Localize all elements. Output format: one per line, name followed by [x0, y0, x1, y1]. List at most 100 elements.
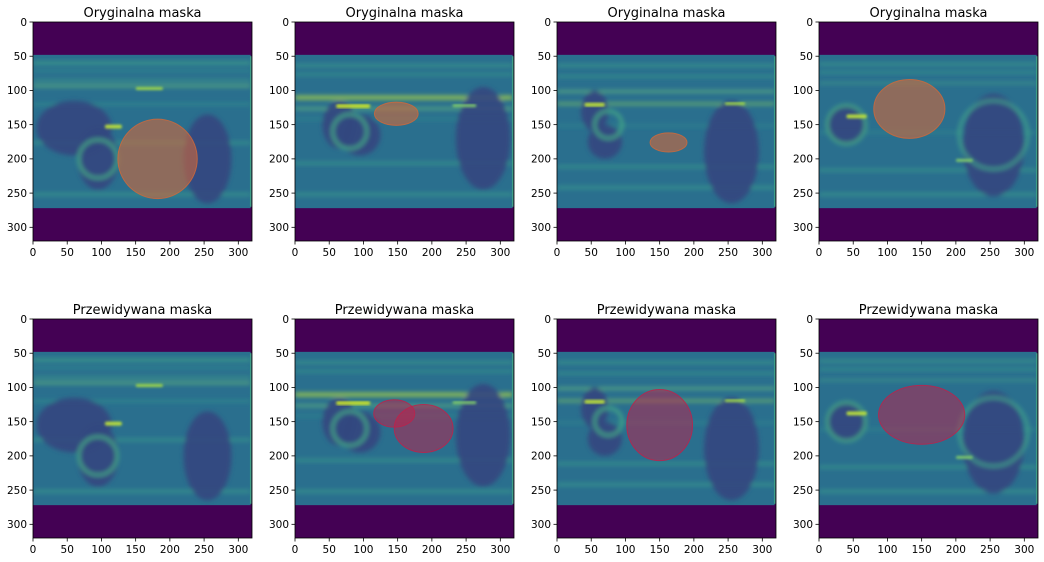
y-tick-label: 0: [806, 17, 813, 29]
x-tick-label: 0: [292, 544, 299, 556]
x-tick-label: 200: [422, 247, 442, 259]
x-tick-label: 100: [615, 544, 635, 556]
x-tick-label: 0: [816, 544, 823, 556]
subplot-title: Przewidywana maska: [597, 303, 737, 318]
x-tick-label: 300: [228, 544, 248, 556]
ultrasound-image: [557, 319, 776, 538]
subplot-title: Oryginalna maska: [84, 6, 202, 21]
x-tick-label: 150: [650, 247, 670, 259]
y-tick-label: 100: [793, 382, 813, 394]
y-tick-label: 300: [7, 222, 27, 234]
y-tick-label: 150: [531, 119, 551, 131]
x-tick-label: 50: [585, 544, 598, 556]
x-tick-label: 300: [752, 544, 772, 556]
x-tick-label: 250: [456, 544, 476, 556]
y-tick-label: 100: [269, 382, 289, 394]
x-tick-label: 250: [456, 247, 476, 259]
ultrasound-image: [33, 319, 252, 538]
ultrasound-image: [33, 22, 252, 241]
x-tick-label: 250: [194, 247, 214, 259]
x-tick-label: 200: [160, 544, 180, 556]
y-tick-label: 150: [7, 416, 27, 428]
x-tick-label: 0: [816, 247, 823, 259]
x-tick-label: 0: [30, 544, 37, 556]
subplot-title: Oryginalna maska: [870, 6, 988, 21]
x-tick-label: 50: [585, 247, 598, 259]
y-tick-label: 50: [276, 348, 289, 360]
x-tick-label: 250: [980, 544, 1000, 556]
x-tick-label: 0: [292, 247, 299, 259]
y-tick-label: 300: [793, 222, 813, 234]
y-tick-label: 300: [7, 519, 27, 531]
y-tick-label: 300: [531, 519, 551, 531]
x-tick-label: 150: [126, 247, 146, 259]
y-tick-label: 0: [544, 314, 551, 326]
x-tick-label: 150: [912, 247, 932, 259]
mask-region-1: [649, 132, 688, 153]
y-tick-label: 200: [269, 154, 289, 166]
y-tick-label: 100: [269, 85, 289, 97]
subplot-2: Oryginalna maska 0 50 100 150 200 250 300 0 50 100…: [269, 6, 515, 259]
x-tick-label: 150: [912, 544, 932, 556]
x-tick-label: 50: [61, 247, 74, 259]
x-tick-label: 200: [684, 544, 704, 556]
y-tick-label: 200: [7, 154, 27, 166]
x-tick-label: 100: [91, 544, 111, 556]
x-tick-label: 300: [490, 544, 510, 556]
tissue-region: [819, 54, 1038, 209]
x-tick-label: 50: [323, 544, 336, 556]
y-tick-label: 100: [7, 85, 27, 97]
y-tick-label: 250: [269, 485, 289, 497]
y-tick-label: 200: [531, 451, 551, 463]
subplot-title: Przewidywana maska: [73, 303, 213, 318]
y-tick-label: 200: [531, 154, 551, 166]
y-tick-label: 300: [269, 519, 289, 531]
y-tick-label: 200: [269, 451, 289, 463]
y-tick-label: 50: [538, 51, 551, 63]
tissue-region: [33, 351, 252, 506]
y-tick-label: 100: [531, 382, 551, 394]
mask-region-2: [393, 404, 454, 453]
y-tick-label: 50: [538, 348, 551, 360]
y-tick-label: 50: [14, 348, 27, 360]
mask-region-1: [117, 118, 198, 200]
x-tick-label: 200: [422, 544, 442, 556]
mask-region-1: [873, 78, 946, 139]
x-tick-label: 100: [353, 544, 373, 556]
y-tick-label: 0: [20, 17, 27, 29]
subplot-title: Przewidywana maska: [859, 303, 999, 318]
x-tick-label: 300: [228, 247, 248, 259]
axes-frame: [556, 21, 777, 242]
x-tick-label: 300: [752, 247, 772, 259]
y-tick-label: 0: [20, 314, 27, 326]
y-tick-label: 50: [276, 51, 289, 63]
y-tick-label: 250: [269, 188, 289, 200]
subplot-5: Przewidywana maska 0 50 100 150 200 250 300 0 50 1…: [7, 303, 253, 556]
ultrasound-image: [295, 22, 514, 241]
tissue-region: [295, 54, 514, 209]
y-tick-label: 250: [7, 188, 27, 200]
subplot-4: Oryginalna maska 0 50 100 150 200 250 300 0 50 100…: [793, 6, 1039, 259]
y-tick-label: 150: [793, 416, 813, 428]
x-tick-label: 250: [718, 247, 738, 259]
x-tick-label: 150: [650, 544, 670, 556]
ultrasound-image: [819, 319, 1038, 538]
x-tick-label: 200: [684, 247, 704, 259]
x-tick-label: 100: [877, 247, 897, 259]
y-tick-label: 50: [800, 348, 813, 360]
y-tick-label: 250: [793, 188, 813, 200]
tissue-region: [819, 351, 1038, 506]
y-tick-label: 0: [282, 17, 289, 29]
y-tick-label: 150: [269, 416, 289, 428]
y-tick-label: 0: [806, 314, 813, 326]
x-tick-label: 50: [847, 544, 860, 556]
tissue-region: [557, 54, 776, 209]
axes-frame: [818, 318, 1039, 539]
mask-region-1: [626, 388, 694, 462]
subplot-title: Przewidywana maska: [335, 303, 475, 318]
x-tick-label: 50: [61, 544, 74, 556]
x-tick-label: 300: [490, 247, 510, 259]
x-tick-label: 100: [615, 247, 635, 259]
axes-frame: [294, 21, 515, 242]
x-tick-label: 0: [30, 247, 37, 259]
